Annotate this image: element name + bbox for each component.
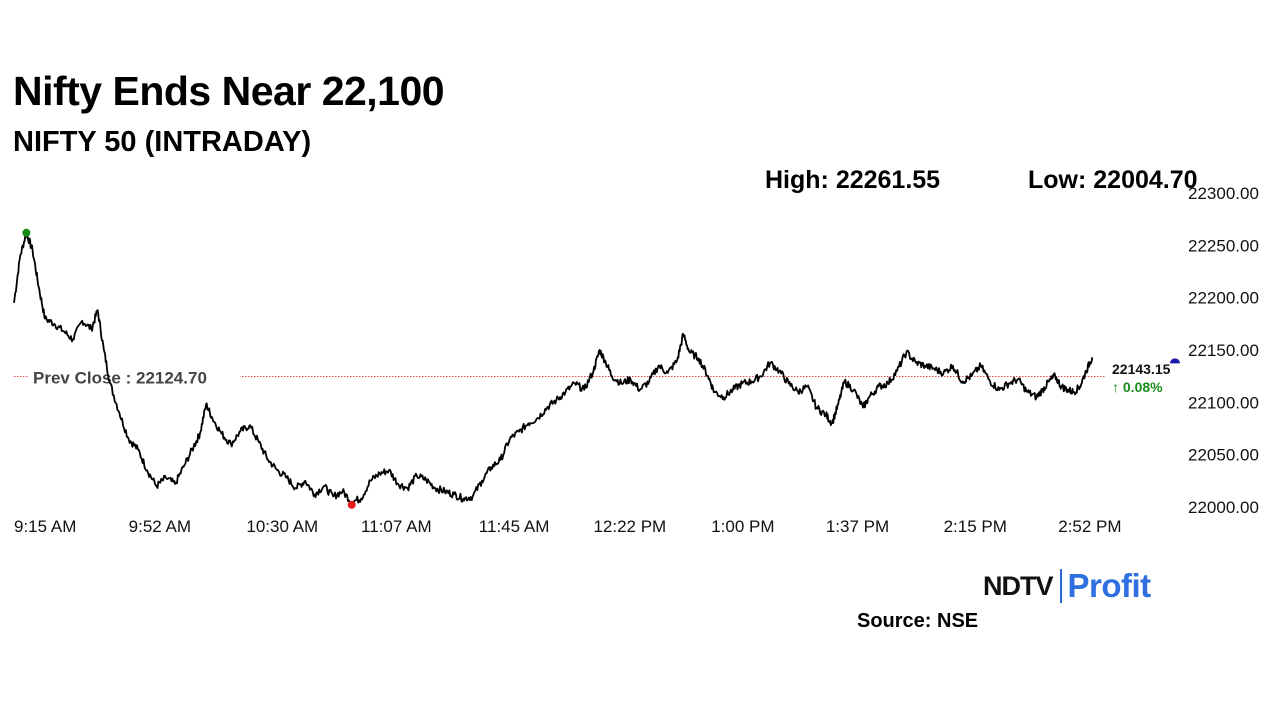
subheadline: NIFTY 50 (INTRADAY) — [13, 126, 312, 158]
prev-close-label-bg — [28, 365, 240, 388]
x-tick-label: 9:52 AM — [129, 517, 191, 536]
y-tick-label: 22000.00 — [1188, 498, 1259, 517]
x-tick-label: 11:07 AM — [361, 517, 432, 536]
logo-profit-text: Profit — [1067, 567, 1152, 604]
x-tick-label: 12:22 PM — [593, 517, 666, 536]
last-value-label: 22143.15 — [1112, 361, 1171, 377]
prev-close-label: Prev Close : 22124.70 — [33, 368, 207, 387]
x-tick-label: 11:45 AM — [479, 517, 550, 536]
y-tick-label: 22300.00 — [1188, 184, 1259, 203]
y-tick-label: 22250.00 — [1188, 236, 1259, 255]
low-marker — [347, 500, 356, 509]
x-tick-label: 9:15 AM — [14, 517, 76, 536]
low-stat: Low: 22004.70 — [1028, 166, 1198, 194]
x-tick-label: 2:52 PM — [1058, 517, 1121, 536]
high-marker — [22, 228, 31, 237]
x-tick-label: 1:00 PM — [711, 517, 774, 536]
logo-ndtv-text: NDTV — [983, 570, 1053, 601]
series-line — [13, 231, 1094, 506]
x-tick-label: 1:37 PM — [826, 517, 889, 536]
headline: Nifty Ends Near 22,100 — [13, 68, 445, 114]
last-change-label: ↑ 0.08% — [1112, 379, 1163, 395]
source-note: Source: NSE — [857, 610, 979, 632]
logo-separator — [1059, 569, 1062, 603]
y-tick-label: 22050.00 — [1188, 446, 1259, 465]
y-tick-label: 22150.00 — [1188, 341, 1259, 360]
ndtv-profit-logo: NDTV Profit — [983, 566, 1151, 606]
y-tick-label: 22200.00 — [1188, 289, 1259, 308]
high-stat: High: 22261.55 — [765, 166, 941, 194]
x-tick-label: 2:15 PM — [944, 517, 1007, 536]
x-tick-label: 10:30 AM — [246, 517, 318, 536]
last-value-marker — [1170, 358, 1180, 364]
y-tick-label: 22100.00 — [1188, 393, 1259, 412]
